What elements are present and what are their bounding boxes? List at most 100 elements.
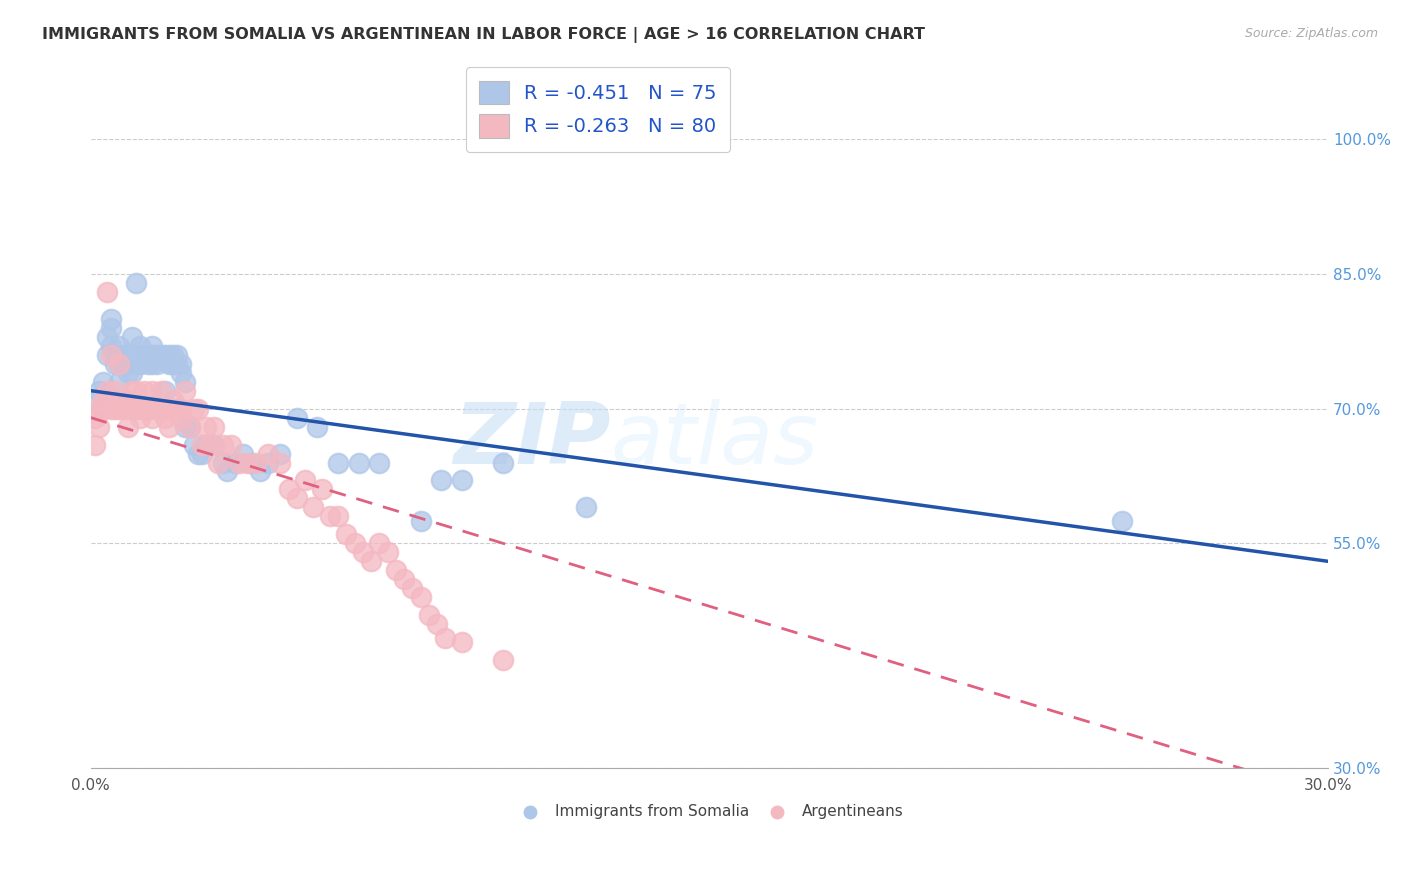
- Point: [228, 456, 250, 470]
- Point: [187, 446, 209, 460]
- Point: [183, 401, 205, 416]
- Point: [157, 419, 180, 434]
- Point: [145, 348, 167, 362]
- Point: [134, 348, 156, 362]
- Point: [87, 401, 110, 416]
- Point: [492, 653, 515, 667]
- Point: [191, 446, 214, 460]
- Point: [319, 509, 342, 524]
- Point: [104, 357, 127, 371]
- Point: [368, 456, 391, 470]
- Point: [112, 357, 135, 371]
- Point: [430, 474, 453, 488]
- Point: [141, 410, 163, 425]
- Point: [112, 348, 135, 362]
- Text: ZIP: ZIP: [453, 400, 610, 483]
- Point: [269, 456, 291, 470]
- Point: [352, 545, 374, 559]
- Point: [183, 437, 205, 451]
- Point: [125, 384, 148, 398]
- Point: [134, 384, 156, 398]
- Point: [141, 348, 163, 362]
- Point: [91, 375, 114, 389]
- Point: [166, 401, 188, 416]
- Point: [236, 456, 259, 470]
- Point: [257, 446, 280, 460]
- Point: [100, 311, 122, 326]
- Point: [138, 357, 160, 371]
- Text: IMMIGRANTS FROM SOMALIA VS ARGENTINEAN IN LABOR FORCE | AGE > 16 CORRELATION CHA: IMMIGRANTS FROM SOMALIA VS ARGENTINEAN I…: [42, 27, 925, 43]
- Point: [211, 456, 233, 470]
- Point: [187, 401, 209, 416]
- Point: [149, 401, 172, 416]
- Point: [360, 554, 382, 568]
- Point: [307, 419, 329, 434]
- Point: [162, 348, 184, 362]
- Point: [83, 410, 105, 425]
- Point: [170, 410, 193, 425]
- Point: [121, 348, 143, 362]
- Point: [141, 384, 163, 398]
- Point: [117, 366, 139, 380]
- Point: [409, 514, 432, 528]
- Point: [215, 465, 238, 479]
- Text: Immigrants from Somalia: Immigrants from Somalia: [555, 805, 749, 820]
- Point: [174, 375, 197, 389]
- Point: [108, 339, 131, 353]
- Point: [174, 419, 197, 434]
- Point: [162, 401, 184, 416]
- Point: [117, 419, 139, 434]
- Point: [108, 357, 131, 371]
- Point: [149, 384, 172, 398]
- Point: [249, 465, 271, 479]
- Point: [302, 500, 325, 515]
- Point: [149, 352, 172, 367]
- Point: [157, 348, 180, 362]
- Point: [129, 339, 152, 353]
- Point: [145, 357, 167, 371]
- Point: [311, 483, 333, 497]
- Point: [117, 357, 139, 371]
- Point: [162, 357, 184, 371]
- Point: [451, 474, 474, 488]
- Legend: R = -0.451   N = 75, R = -0.263   N = 80: R = -0.451 N = 75, R = -0.263 N = 80: [465, 67, 730, 152]
- Point: [125, 348, 148, 362]
- Point: [117, 392, 139, 407]
- Point: [191, 437, 214, 451]
- Point: [125, 401, 148, 416]
- Point: [100, 320, 122, 334]
- Text: Argentineans: Argentineans: [803, 805, 904, 820]
- Point: [285, 491, 308, 506]
- Point: [100, 339, 122, 353]
- Point: [166, 357, 188, 371]
- Point: [117, 348, 139, 362]
- Point: [104, 348, 127, 362]
- Point: [179, 419, 201, 434]
- Point: [83, 392, 105, 407]
- Point: [385, 563, 408, 577]
- Point: [166, 348, 188, 362]
- Point: [269, 446, 291, 460]
- Point: [368, 536, 391, 550]
- Point: [200, 437, 222, 451]
- Point: [170, 366, 193, 380]
- Point: [138, 348, 160, 362]
- Point: [153, 384, 176, 398]
- Point: [87, 419, 110, 434]
- Point: [96, 348, 118, 362]
- Point: [174, 384, 197, 398]
- Point: [112, 401, 135, 416]
- Point: [129, 401, 152, 416]
- Point: [157, 357, 180, 371]
- Point: [100, 348, 122, 362]
- Point: [451, 635, 474, 649]
- Point: [326, 509, 349, 524]
- Point: [134, 401, 156, 416]
- Point: [153, 410, 176, 425]
- Point: [129, 357, 152, 371]
- Point: [91, 401, 114, 416]
- Point: [96, 384, 118, 398]
- Point: [347, 456, 370, 470]
- Point: [392, 572, 415, 586]
- Point: [138, 401, 160, 416]
